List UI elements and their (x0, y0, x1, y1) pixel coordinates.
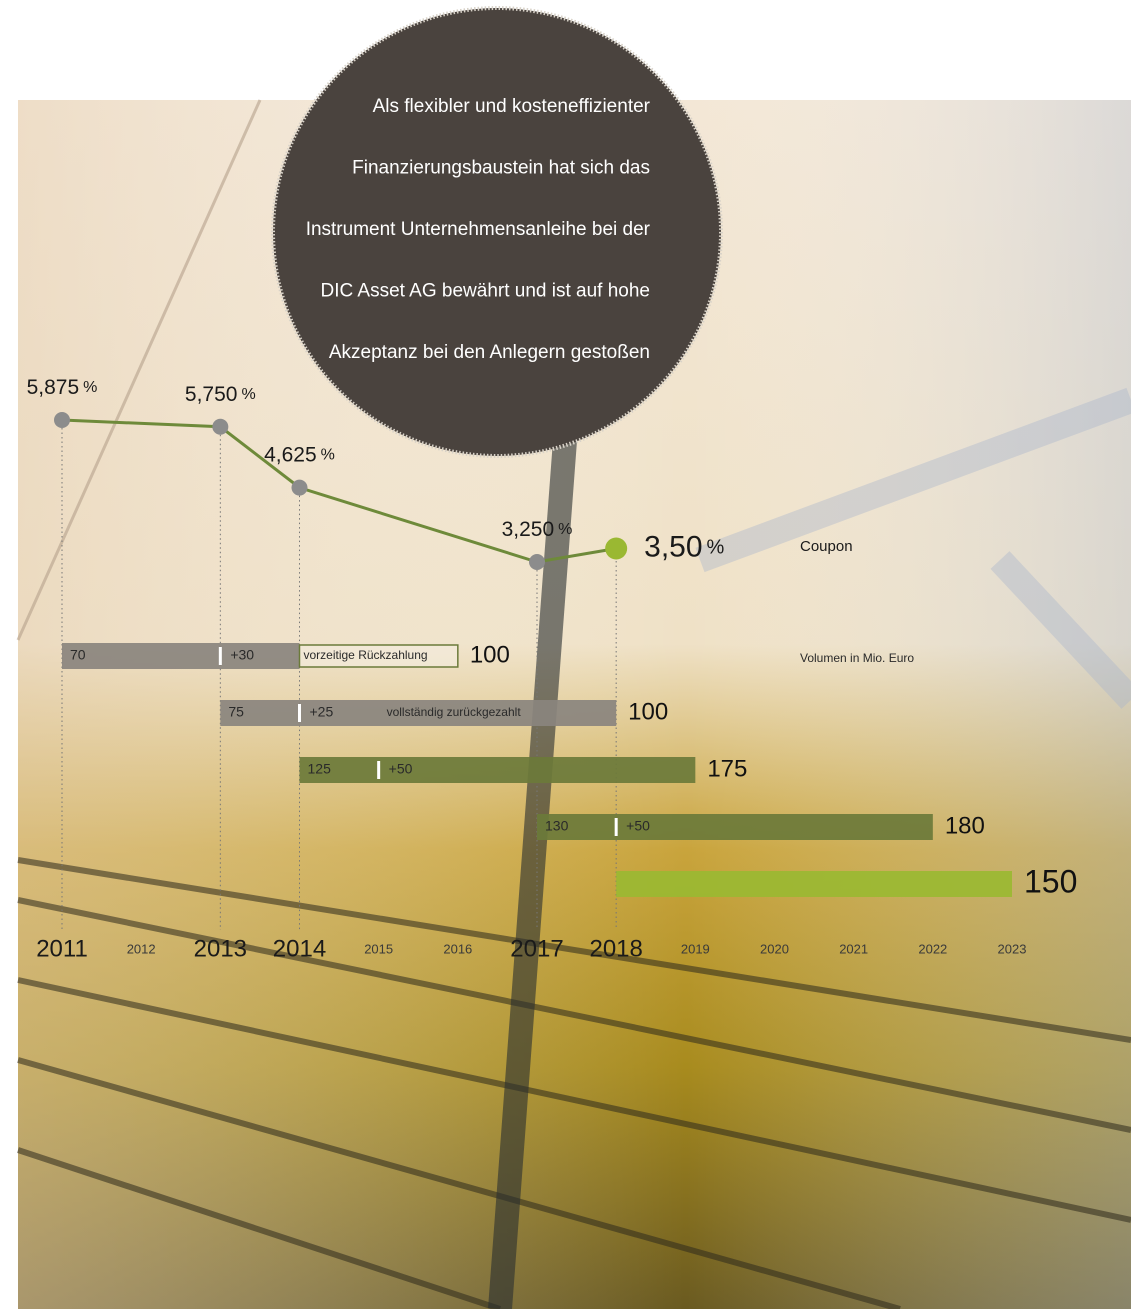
x-tick-label: 2016 (443, 941, 472, 956)
coupon-label: 4,625% (264, 443, 335, 466)
coupon-unit: % (558, 521, 572, 538)
bond-total: 175 (707, 755, 747, 782)
bond-total: 180 (945, 812, 985, 839)
x-tick-label: 2021 (839, 941, 868, 956)
x-tick-label: 2023 (998, 941, 1027, 956)
coupon-point (212, 418, 229, 435)
callout-line: DIC Asset AG bewährt und ist auf hohe (320, 281, 650, 302)
coupon-value: 3,250 (502, 518, 555, 541)
coupon-label: 3,250% (502, 518, 573, 541)
callout-line: Finanzierungsbaustein hat sich das (352, 158, 650, 179)
coupon-unit: % (321, 447, 335, 464)
increase-marker (218, 647, 222, 665)
x-tick-label: 2017 (510, 935, 563, 962)
coupon-value: 4,625 (264, 443, 317, 466)
bond-bar (299, 757, 696, 783)
bond-increase: +30 (230, 647, 254, 663)
coupon-label: 5,875% (27, 376, 98, 399)
bond-note: vorzeitige Rückzahlung (304, 648, 428, 662)
x-tick-label: 2013 (194, 935, 247, 962)
coupon-label: 5,750% (185, 382, 256, 405)
coupon-label: 3,50% (644, 530, 724, 563)
bond-note: vollständig zurückgezahlt (387, 705, 522, 719)
x-tick-label: 2014 (273, 935, 326, 962)
callout-line: Akzeptanz bei den Anlegern gestoßen (329, 342, 650, 363)
bond-total: 150 (1024, 863, 1077, 899)
bond-base: 125 (308, 761, 332, 777)
coupon-value: 3,50 (644, 530, 702, 563)
bond-bar (220, 700, 617, 726)
increase-marker (298, 704, 301, 722)
bond-base: 75 (228, 704, 244, 720)
x-tick-label: 2011 (36, 935, 88, 962)
coupon-value: 5,750 (185, 382, 238, 405)
x-tick-label: 2020 (760, 941, 789, 956)
x-tick-label: 2019 (681, 941, 710, 956)
volume-legend: Volumen in Mio. Euro (800, 651, 914, 665)
bond-base: 70 (70, 647, 86, 663)
x-tick-label: 2012 (127, 941, 156, 956)
callout-line: Instrument Unternehmensanleihe bei der (306, 219, 651, 240)
bond-increase: +50 (389, 761, 413, 777)
increase-marker (614, 818, 618, 836)
coupon-value: 5,875 (27, 376, 80, 399)
bond-total: 100 (470, 641, 510, 668)
coupon-unit: % (241, 386, 255, 403)
coupon-point (291, 479, 308, 496)
coupon-point (605, 537, 628, 560)
bond-increase: +25 (310, 704, 334, 720)
coupon-unit: % (707, 537, 725, 559)
bond-increase: +50 (626, 818, 650, 834)
x-tick-label: 2018 (589, 935, 642, 962)
bond-bar (616, 871, 1012, 897)
coupon-point (529, 554, 545, 570)
coupon-unit: % (83, 379, 97, 396)
x-tick-label: 2015 (364, 941, 393, 956)
coupon-legend: Coupon (800, 538, 853, 555)
coupon-point (54, 412, 70, 428)
bond-bar (537, 814, 933, 840)
callout-line: Als flexibler und kosteneffizienter (373, 96, 651, 117)
bond-base: 130 (545, 818, 569, 834)
x-tick-label: 2022 (918, 941, 947, 956)
early-repayment-box (298, 644, 459, 668)
callout: Als flexibler und kosteneffizienter Finan… (271, 6, 723, 458)
increase-marker (377, 761, 381, 779)
bond-bar (62, 643, 300, 669)
bond-total: 100 (628, 698, 668, 725)
